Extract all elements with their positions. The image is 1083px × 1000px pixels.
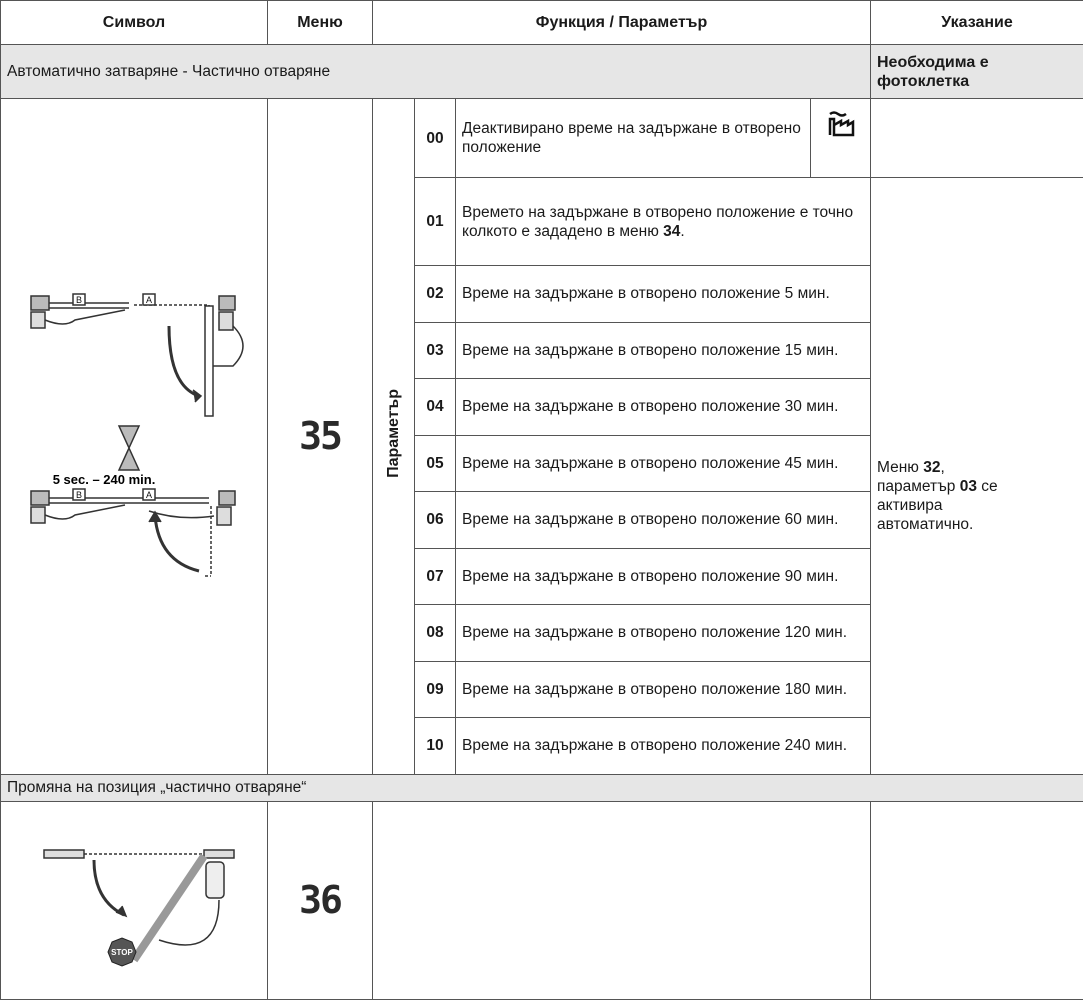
menu-number: 36 bbox=[268, 801, 373, 999]
stop-sign-text: STOP bbox=[111, 948, 133, 957]
param-row: B A B A 5 sec. – 240 min. 35 Параметър 0… bbox=[1, 99, 1083, 178]
param-code: 00 bbox=[415, 99, 456, 178]
param-text: Време на задържане в отворено положение … bbox=[456, 266, 871, 323]
note-cell: Меню 32, параметър 03 се активира автома… bbox=[871, 178, 1083, 775]
text-segment: 03 bbox=[960, 478, 977, 495]
gate-label: A bbox=[146, 490, 152, 500]
symbol-cell: STOP bbox=[1, 801, 268, 999]
param-text: Време на задържане в отворено положение … bbox=[456, 661, 871, 718]
header-row: Символ Меню Функция / Параметър Указание bbox=[1, 1, 1083, 45]
header-cell: Указание bbox=[871, 1, 1083, 45]
param-code: 03 bbox=[415, 322, 456, 379]
param-text: Време на задържане в отворено положение … bbox=[456, 435, 871, 492]
gate-label: B bbox=[76, 295, 82, 305]
gate-illustration: B A B A 5 sec. – 240 min. bbox=[9, 286, 259, 586]
header-cell: Символ bbox=[1, 1, 268, 45]
menu-number: 35 bbox=[268, 99, 373, 775]
section-row: Промяна на позиция „частично отваряне“ bbox=[1, 774, 1083, 801]
section-note-text: Необходима е фотоклетка bbox=[877, 53, 1007, 91]
factory-icon bbox=[827, 109, 855, 137]
param-text: Време на задържане в отворено положение … bbox=[456, 548, 871, 605]
time-range: 5 sec. – 240 min. bbox=[53, 472, 156, 487]
param-text: Деактивирано време на задържане в отворе… bbox=[456, 99, 811, 178]
param-text: Време на задържане в отворено положение … bbox=[456, 605, 871, 662]
param-code: 01 bbox=[415, 178, 456, 266]
stop-illustration: STOP bbox=[24, 820, 244, 980]
param-code: 06 bbox=[415, 492, 456, 549]
note-cell bbox=[871, 99, 1083, 178]
param-code: 04 bbox=[415, 379, 456, 436]
note-cell bbox=[871, 801, 1083, 999]
section-row: Автоматично затваряне - Частично отварян… bbox=[1, 45, 1083, 99]
param-code: 09 bbox=[415, 661, 456, 718]
parameter-cell: Параметър bbox=[373, 99, 415, 775]
function-cell bbox=[373, 801, 871, 999]
symbol-cell: B A B A 5 sec. – 240 min. bbox=[1, 99, 268, 775]
text-segment: Меню bbox=[877, 459, 923, 476]
param-text: Времето на задържане в отворено положени… bbox=[456, 178, 871, 266]
note-text: Меню 32, параметър 03 се активира автома… bbox=[877, 458, 1027, 534]
text-segment: 32 bbox=[923, 459, 940, 476]
param-text: Време на задържане в отворено положение … bbox=[456, 379, 871, 436]
text-segment: 34 bbox=[663, 223, 680, 240]
param-text: Време на задържане в отворено положение … bbox=[456, 718, 871, 775]
section-title: Промяна на позиция „частично отваряне“ bbox=[1, 774, 1083, 801]
text-segment: Времето на задържане в отворено положени… bbox=[462, 204, 853, 240]
param-text: Време на задържане в отворено положение … bbox=[456, 322, 871, 379]
section-note: Необходима е фотоклетка bbox=[871, 45, 1083, 99]
header-cell: Меню bbox=[268, 1, 373, 45]
icon-cell bbox=[811, 99, 871, 178]
menu-row: STOP 36 bbox=[1, 801, 1083, 999]
section-title: Автоматично затваряне - Частично отварян… bbox=[1, 45, 871, 99]
param-code: 02 bbox=[415, 266, 456, 323]
parameter-label: Параметър bbox=[384, 389, 403, 478]
header-cell: Функция / Параметър bbox=[373, 1, 871, 45]
text-segment: . bbox=[680, 223, 684, 240]
param-code: 07 bbox=[415, 548, 456, 605]
param-code: 05 bbox=[415, 435, 456, 492]
param-code: 08 bbox=[415, 605, 456, 662]
param-code: 10 bbox=[415, 718, 456, 775]
gate-label: A bbox=[146, 295, 152, 305]
param-text: Време на задържане в отворено положение … bbox=[456, 492, 871, 549]
gate-label: B bbox=[76, 490, 82, 500]
